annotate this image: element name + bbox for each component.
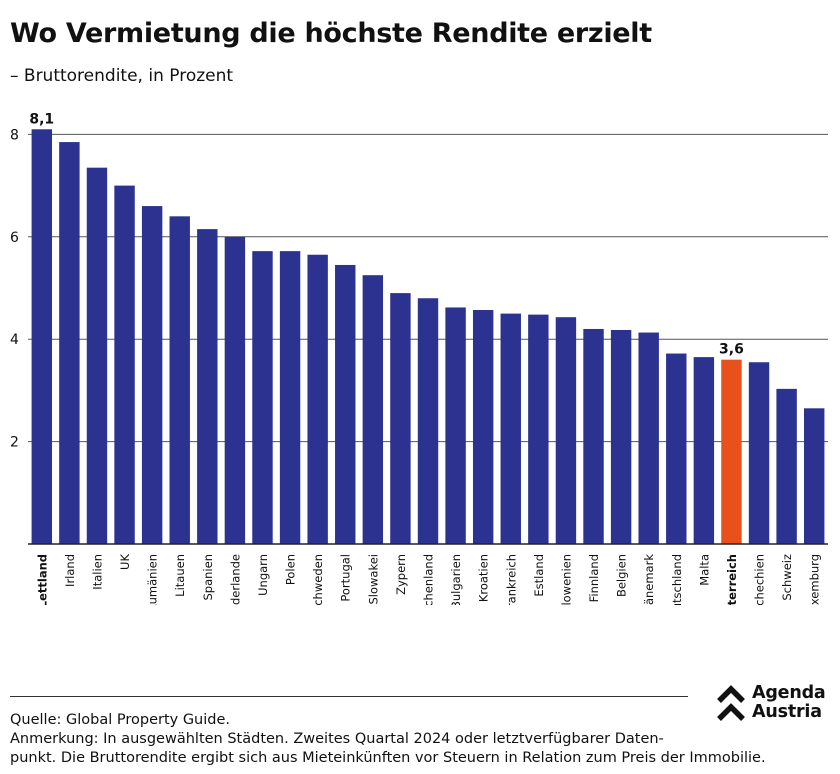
x-tick-label: Slowakei [366,554,380,605]
annotation-line1: Anmerkung: In ausgewählten Städten. Zwei… [10,731,664,747]
y-tick-label-2: 2 [10,435,19,451]
x-tick-label: UK [118,554,132,570]
x-tick-label: Kroatien [477,554,491,602]
x-tick-label: Tschechien [753,554,767,605]
bar-polen [279,251,301,545]
annotation-line2: punkt. Die Bruttorendite ergibt sich aus… [10,750,766,766]
bar-slowenien [555,317,577,544]
bar-ungarn [252,251,273,545]
chart-subtitle: – Bruttorendite, in Prozent [10,66,234,86]
x-tick-label: Portugal [339,554,353,602]
agenda-austria-chevron-icon [717,685,745,721]
bar-dänemark [638,332,659,544]
bar-deutschland [666,353,687,544]
bar-luxemburg [804,408,825,544]
x-tick-label: Zypern [394,554,408,595]
bar-spanien [197,229,218,544]
logo-line2: Austria [752,702,822,722]
x-tick-label: Italien [90,554,104,590]
x-tick-label: Dänemark [642,554,656,605]
x-tick-label: Estland [532,554,546,597]
bar-schweiz [776,388,797,544]
bar-lettland [31,129,52,544]
chart-title: Wo Vermietung die höchste Rendite erziel… [10,18,652,49]
logo-line1: Agenda [752,683,826,703]
footer-divider [10,696,688,697]
x-tick-label: Österreich [724,554,739,605]
y-tick-label-8: 8 [10,127,19,143]
bar-rumänien [141,206,163,544]
x-tick-label: Luxemburg [808,554,822,605]
x-tick-label: Polen [284,554,298,585]
x-tick-label: Rumänien [146,554,160,605]
bar-frankreich [500,313,521,544]
bar-uk [114,185,135,544]
x-tick-label: Bulgarien [449,554,463,605]
agenda-austria-logo: Agenda Austria [716,684,834,724]
x-tick-label: Frankreich [504,554,518,605]
bar-kroatien [472,310,494,544]
bar-zypern [390,293,411,544]
bar-tschechien [748,362,770,544]
bar-niederlande [224,236,246,545]
bar-belgien [610,329,632,544]
x-tick-label: Schweiz [780,554,794,601]
x-tick-label: Niederlande [228,554,242,605]
bar-schweden [307,254,328,544]
bar-estland [528,314,549,544]
bar-österreich [721,359,742,544]
x-tick-label: Griechenland [422,554,436,605]
bar-finnland [583,328,604,544]
chart-footer: Quelle: Global Property Guide. Anmerkung… [10,711,810,768]
x-tick-label: Schweden [311,554,325,605]
bar-griechenland [417,298,439,544]
bar-portugal [335,264,356,544]
bar-chart: 2 4 6 8 Lettland Irland Italien UK Rumänien Litau… [10,111,828,605]
x-tick-label: Irland [63,554,77,587]
x-tick-label: Deutschland [670,554,684,605]
bar-bulgarien [445,307,466,544]
bar-irland [59,142,80,544]
x-tick-label: Spanien [201,554,215,601]
bar-malta [693,357,715,544]
bar-slowakei [362,275,384,544]
bar-litauen [169,216,190,544]
x-tick-label: Ungarn [256,554,270,596]
x-tick-label: Litauen [173,554,187,597]
x-tick-label: Finnland [587,554,601,602]
x-tick-label: Belgien [615,554,629,597]
x-tick-label: Lettland [35,554,49,605]
data-label: 8,1 [29,111,54,127]
y-tick-label-4: 4 [10,332,19,348]
x-tick-label: Malta [697,554,711,586]
source-note: Quelle: Global Property Guide. [10,712,231,728]
y-tick-label-6: 6 [10,230,19,246]
bar-italien [86,167,108,544]
x-tick-label: Slowenien [559,554,573,605]
data-label: 3,6 [719,342,744,358]
